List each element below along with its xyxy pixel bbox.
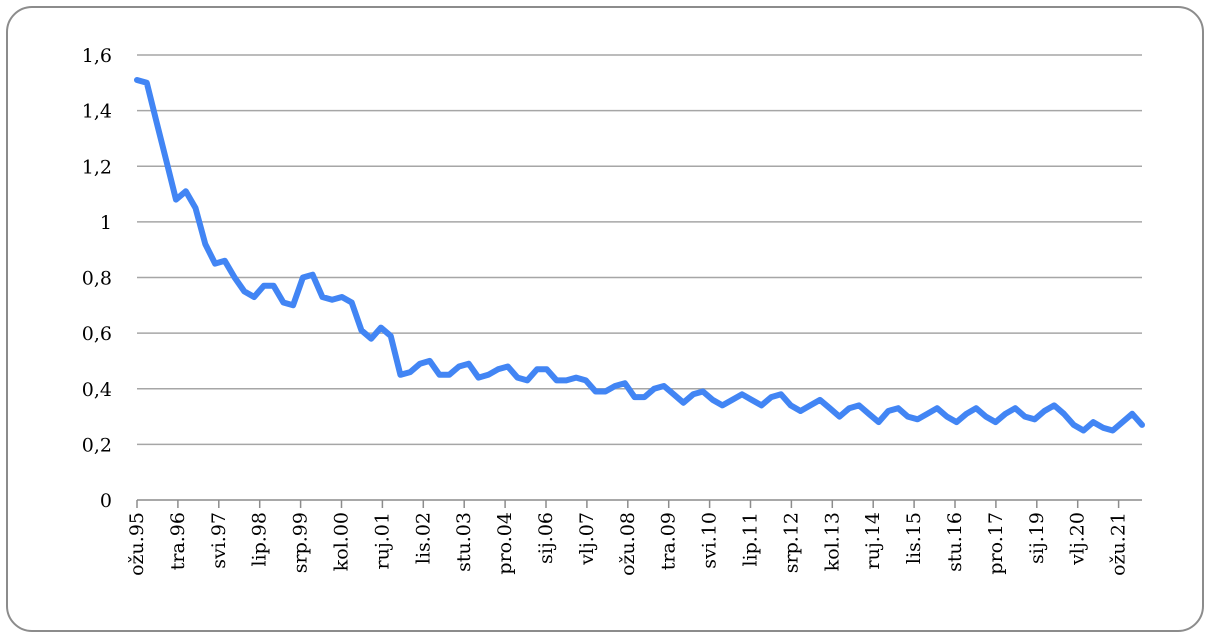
x-tick-label: ožu.95 [126,512,148,576]
x-tick-label: vlj.07 [576,512,598,566]
x-tick-label: stu.03 [453,512,475,572]
y-tick-label: 1,4 [82,101,112,123]
y-tick-label: 1 [100,212,112,234]
x-tick-label: svi.10 [699,512,721,569]
y-tick-label: 0,4 [82,379,112,401]
y-tick-label: 0,8 [82,268,112,290]
x-tick-label: lip.11 [740,512,762,567]
x-tick-label: pro.17 [985,512,1007,575]
x-tick-label: sij.06 [535,512,557,564]
x-tick-label: sij.19 [1026,512,1048,564]
x-tick-label: ožu.08 [617,512,639,576]
x-tick-label: pro.04 [494,512,516,575]
y-tick-label: 1,6 [82,45,112,67]
x-tick-label: lis.15 [903,512,925,564]
x-tick-label: kol.13 [821,512,843,571]
x-tick-label: srp.12 [780,512,802,573]
y-tick-label: 1,2 [82,156,112,178]
x-tick-label: srp.99 [290,512,312,573]
y-tick-label: 0 [100,490,112,512]
x-tick-label: ruj.01 [371,512,393,569]
series-line [134,77,1145,434]
y-tick-label: 0,6 [82,323,112,345]
x-tick-label: tra.09 [658,512,680,570]
x-tick-label: svi.97 [208,512,230,569]
x-tick-label: ruj.14 [862,512,884,569]
x-tick-label: vlj.20 [1067,512,1089,566]
x-tick-label: lis.02 [412,512,434,564]
x-tick-label: ožu.21 [1108,512,1130,576]
x-tick-label: tra.96 [167,512,189,570]
x-tick-label: kol.00 [331,512,353,571]
x-tick-label: lip.98 [249,512,271,567]
y-tick-label: 0,2 [82,434,112,456]
x-tick-label: stu.16 [944,512,966,572]
